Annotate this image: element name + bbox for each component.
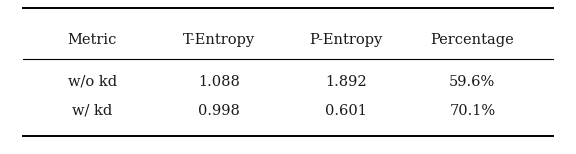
Text: 0.998: 0.998 bbox=[198, 104, 240, 118]
Text: 1.088: 1.088 bbox=[198, 75, 240, 89]
Text: 59.6%: 59.6% bbox=[449, 75, 495, 89]
Text: Percentage: Percentage bbox=[430, 33, 514, 47]
Text: w/ kd: w/ kd bbox=[72, 104, 112, 118]
Text: T-Entropy: T-Entropy bbox=[183, 33, 255, 47]
Text: 1.892: 1.892 bbox=[325, 75, 366, 89]
Text: 0.601: 0.601 bbox=[325, 104, 366, 118]
Text: Metric: Metric bbox=[67, 33, 117, 47]
Text: P-Entropy: P-Entropy bbox=[309, 33, 382, 47]
Text: 70.1%: 70.1% bbox=[449, 104, 495, 118]
Text: w/o kd: w/o kd bbox=[67, 75, 117, 89]
